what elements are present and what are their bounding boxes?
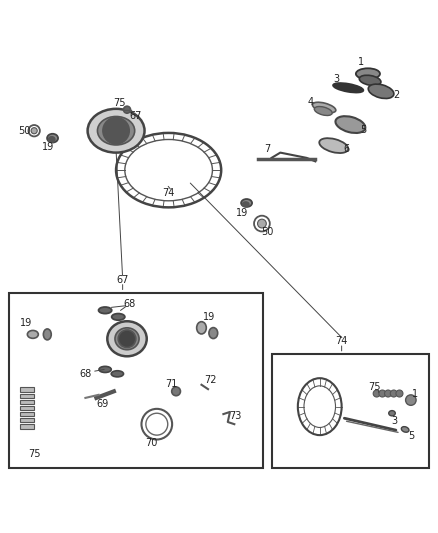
- Text: 1: 1: [412, 390, 418, 399]
- Circle shape: [31, 128, 37, 134]
- Text: 72: 72: [204, 375, 216, 385]
- Circle shape: [258, 219, 266, 228]
- Ellipse shape: [389, 410, 395, 416]
- Text: 19: 19: [236, 208, 248, 217]
- Ellipse shape: [197, 322, 206, 334]
- Text: 74: 74: [336, 336, 348, 346]
- Ellipse shape: [111, 371, 124, 377]
- Ellipse shape: [401, 426, 409, 432]
- Circle shape: [406, 395, 416, 405]
- Text: 50: 50: [18, 126, 31, 136]
- Text: 4: 4: [308, 97, 314, 107]
- Ellipse shape: [336, 116, 365, 133]
- Text: 3: 3: [333, 74, 339, 84]
- Text: 5: 5: [360, 125, 367, 135]
- Text: 19: 19: [203, 312, 215, 322]
- Text: 19: 19: [20, 318, 32, 328]
- Ellipse shape: [88, 109, 145, 152]
- Ellipse shape: [243, 202, 249, 207]
- FancyBboxPatch shape: [20, 412, 34, 416]
- Text: 74: 74: [162, 188, 175, 198]
- Text: 1: 1: [358, 56, 364, 67]
- Text: 19: 19: [42, 142, 54, 152]
- Text: 7: 7: [264, 144, 270, 154]
- Ellipse shape: [97, 117, 135, 145]
- Text: 6: 6: [343, 144, 349, 154]
- Circle shape: [118, 330, 136, 348]
- Ellipse shape: [99, 366, 111, 373]
- Text: 68: 68: [123, 298, 135, 309]
- Ellipse shape: [319, 138, 348, 153]
- Ellipse shape: [47, 134, 58, 142]
- Circle shape: [379, 390, 386, 397]
- FancyBboxPatch shape: [20, 393, 34, 398]
- Text: 67: 67: [130, 111, 142, 122]
- Ellipse shape: [312, 102, 336, 113]
- Ellipse shape: [333, 83, 364, 93]
- Circle shape: [103, 118, 129, 144]
- Circle shape: [124, 106, 131, 113]
- Text: 3: 3: [391, 416, 397, 426]
- FancyBboxPatch shape: [20, 418, 34, 423]
- Text: 50: 50: [261, 228, 273, 237]
- Ellipse shape: [209, 328, 218, 338]
- Circle shape: [172, 387, 180, 395]
- Ellipse shape: [115, 328, 139, 350]
- Text: 73: 73: [230, 411, 242, 421]
- Ellipse shape: [314, 107, 332, 116]
- Text: 2: 2: [393, 90, 399, 100]
- Ellipse shape: [356, 68, 380, 79]
- Circle shape: [373, 390, 380, 397]
- Text: 68: 68: [79, 369, 92, 379]
- Ellipse shape: [368, 84, 394, 99]
- Ellipse shape: [241, 199, 252, 207]
- Ellipse shape: [359, 75, 381, 85]
- Ellipse shape: [43, 329, 51, 340]
- Circle shape: [390, 390, 397, 397]
- FancyBboxPatch shape: [20, 387, 34, 392]
- Text: 75: 75: [28, 449, 40, 458]
- Text: 75: 75: [113, 98, 125, 108]
- Ellipse shape: [27, 330, 39, 338]
- Ellipse shape: [112, 313, 125, 320]
- Ellipse shape: [99, 307, 112, 313]
- FancyBboxPatch shape: [20, 406, 34, 410]
- Text: 70: 70: [145, 438, 157, 448]
- Text: 75: 75: [368, 382, 381, 392]
- Ellipse shape: [107, 321, 147, 356]
- Text: 67: 67: [117, 274, 129, 285]
- FancyBboxPatch shape: [20, 400, 34, 404]
- Text: 71: 71: [166, 379, 178, 389]
- Bar: [9, 293, 263, 468]
- Ellipse shape: [48, 136, 55, 142]
- Text: 5: 5: [409, 431, 415, 441]
- Bar: [272, 354, 429, 468]
- FancyBboxPatch shape: [20, 424, 34, 429]
- Circle shape: [396, 390, 403, 397]
- Text: 69: 69: [97, 399, 109, 409]
- Circle shape: [385, 390, 392, 397]
